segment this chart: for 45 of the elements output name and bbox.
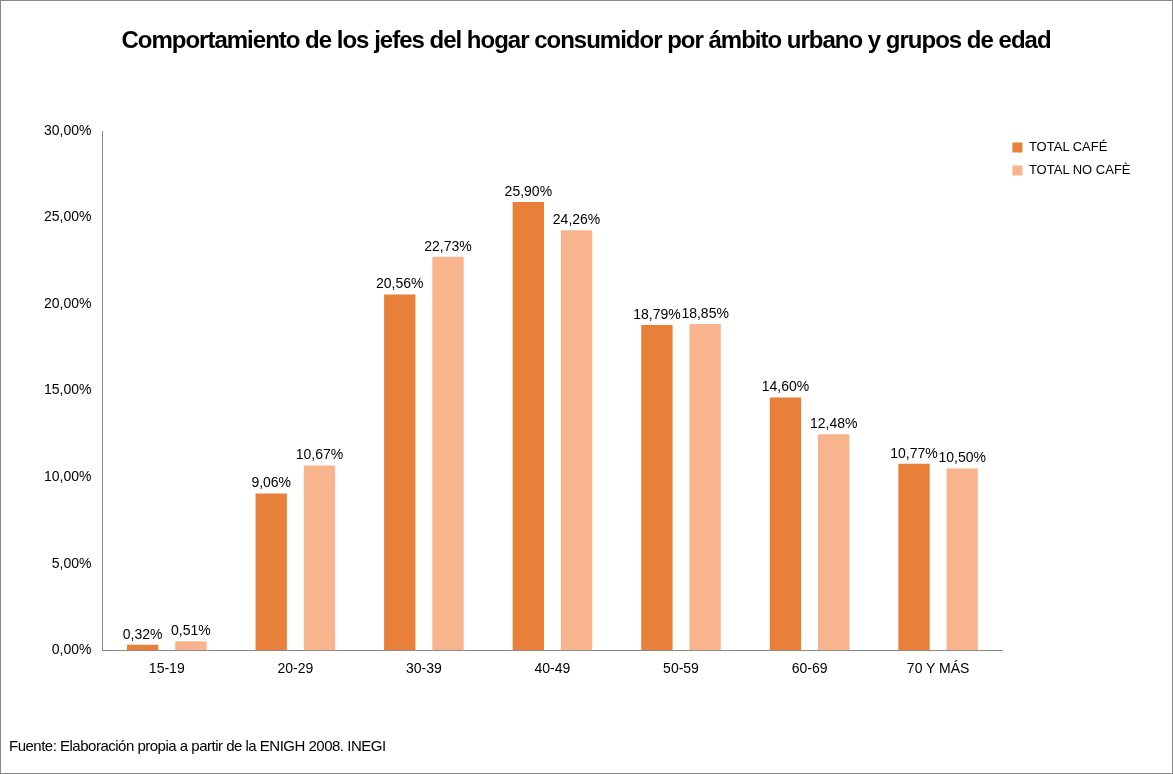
bar: [175, 641, 207, 651]
x-tick-label: 60-69: [791, 660, 828, 677]
bar: [641, 325, 673, 651]
data-label: 22,73%: [424, 237, 472, 254]
data-label: 12,48%: [809, 415, 858, 432]
x-tick-label: 20-29: [277, 660, 314, 677]
y-tick-label: 0,00%: [51, 641, 92, 658]
y-tick-label: 5,00%: [51, 554, 92, 571]
bar: [946, 468, 978, 651]
data-label: 9,06%: [251, 474, 292, 491]
data-label: 10,77%: [890, 444, 938, 461]
data-label: 0,51%: [171, 622, 211, 639]
legend-label: TOTAL NO CAFÈ: [1028, 162, 1131, 178]
bar: [255, 493, 287, 651]
x-tick-label: 15-19: [148, 660, 185, 677]
x-tick-label: 70 Y MÁS: [906, 660, 970, 677]
y-tick-label: 25,00%: [44, 208, 92, 225]
bar: [432, 256, 464, 651]
bar: [689, 323, 721, 651]
bar: [384, 294, 416, 651]
x-tick-label: 30-39: [405, 660, 442, 677]
data-label: 0,32%: [122, 625, 163, 642]
bar: [512, 201, 545, 651]
y-tick-label: 15,00%: [44, 381, 92, 398]
x-tick-label: 40-49: [534, 660, 571, 677]
data-label: 20,56%: [376, 275, 424, 292]
bar: [898, 463, 930, 651]
source-note: Fuente: Elaboración propia a partir de la ENIGH 2008. INEGI: [9, 737, 386, 754]
data-label: 24,26%: [552, 211, 601, 228]
bar: [818, 434, 850, 651]
y-tick-label: 20,00%: [44, 294, 92, 311]
bar: [303, 465, 336, 651]
data-label: 14,60%: [761, 378, 810, 395]
chart-title: Comportamiento de los jefes del hogar consumidor por ámbito urbano y grupos de edad: [120, 25, 1052, 55]
data-label: 25,90%: [504, 182, 553, 199]
x-tick-label: 50-59: [663, 660, 700, 677]
bar: [769, 397, 802, 651]
data-label: 18,85%: [681, 304, 729, 321]
bar: [560, 230, 593, 651]
data-label: 10,67%: [295, 446, 344, 463]
data-label: 18,79%: [633, 305, 681, 322]
y-tick-label: 30,00%: [44, 121, 92, 138]
legend-label: TOTAL CAFÉ: [1028, 139, 1108, 155]
data-label: 10,50%: [938, 449, 986, 466]
y-tick-label: 10,00%: [44, 467, 92, 484]
